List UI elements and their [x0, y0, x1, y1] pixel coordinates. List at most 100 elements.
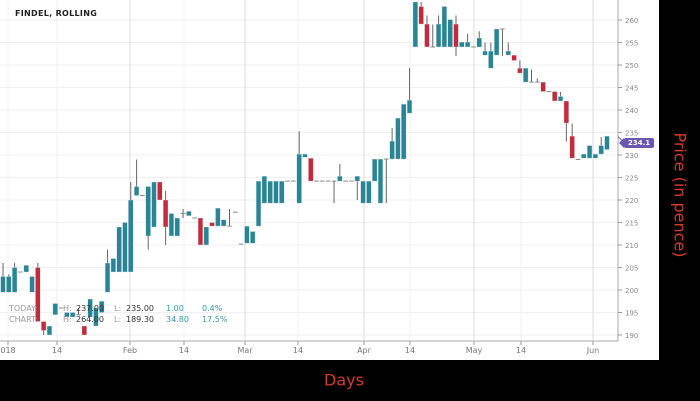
candle-up	[296, 153, 302, 204]
y-tick-label: 250	[625, 62, 638, 70]
chart-change: 34.80	[166, 315, 189, 324]
chart-panel	[0, 0, 659, 360]
y-tick-label: 260	[625, 17, 638, 25]
candle-up	[168, 213, 175, 237]
candle-up	[354, 175, 360, 182]
candle-up	[441, 6, 447, 48]
candle-up	[482, 50, 488, 56]
candle-up	[174, 217, 180, 237]
last-price-badge: 234.1	[618, 138, 655, 148]
candle-up	[29, 276, 35, 293]
candle-up	[128, 199, 134, 273]
candle-down	[157, 181, 163, 201]
candle-up	[505, 50, 511, 56]
today-low: 235.00	[126, 304, 154, 313]
today-pct: 0.4%	[202, 304, 223, 313]
y-tick-label: 240	[625, 107, 638, 115]
candle-up	[244, 225, 250, 244]
candle-up	[46, 325, 53, 336]
candle-up	[133, 186, 140, 196]
candle-down	[453, 23, 459, 48]
x-tick-label: 14	[405, 346, 415, 355]
candle-up	[395, 117, 401, 160]
candle-down	[41, 321, 47, 331]
candle-up	[406, 99, 413, 114]
candle-up	[261, 175, 267, 204]
candle-down	[511, 54, 517, 61]
candle-up	[186, 211, 192, 216]
chart-pct: 17.5%	[202, 315, 228, 324]
y-tick-label: 225	[625, 175, 638, 183]
candle-up	[23, 265, 29, 273]
candle-up	[337, 175, 343, 182]
candle-up	[598, 145, 604, 155]
candle-down	[35, 267, 41, 322]
candle-up	[389, 140, 395, 160]
candle-up	[110, 258, 116, 273]
y-tick-label: 195	[625, 310, 638, 318]
candle-down	[418, 6, 424, 25]
candle-up	[459, 41, 465, 48]
candlestick-chart[interactable]: 190 195 200 205 210 215 220 225 230 235 240 245 250 2…	[0, 0, 659, 360]
candle-up	[604, 135, 610, 150]
candle-down	[163, 199, 169, 228]
chart-high-label: H:	[63, 315, 72, 324]
candle-up	[250, 231, 256, 244]
candle-up	[366, 180, 372, 204]
candle-up	[221, 219, 227, 227]
today-low-label: L:	[114, 304, 122, 313]
candle-up	[360, 180, 366, 204]
x-tick-label: May	[466, 346, 483, 355]
candle-up	[64, 312, 70, 318]
today-change: 1.00	[166, 304, 184, 313]
candle-up	[586, 145, 593, 159]
today-high-label: H:	[63, 304, 72, 313]
y-tick-label: 210	[625, 242, 638, 250]
candle-up	[70, 312, 76, 318]
chart-high: 264.00	[76, 315, 104, 324]
candle-up	[377, 158, 384, 204]
candle-up	[151, 181, 157, 228]
candle-up	[215, 207, 221, 227]
candle-up	[116, 226, 122, 273]
x-tick-label: Jun	[586, 346, 600, 355]
x-tick-label: 018	[0, 346, 15, 355]
y-tick-label: 190	[625, 332, 638, 340]
candle-down	[197, 217, 204, 246]
stats-chart-row: CHART: H: 264.00 L: 189.30 34.80 17.5%	[9, 314, 227, 325]
chart-low-label: L:	[114, 315, 122, 324]
candle-up	[122, 222, 128, 273]
x-tick-label: Apr	[357, 346, 372, 355]
x-tick-label: Mar	[237, 346, 253, 355]
candle-down	[81, 325, 87, 336]
candle-up	[87, 298, 93, 318]
candle-up	[203, 226, 209, 246]
chart-low: 189.30	[126, 315, 154, 324]
candle-down	[569, 135, 575, 159]
candle-up	[302, 153, 308, 158]
today-label: TODAY:	[9, 304, 38, 313]
candle-up	[476, 37, 482, 48]
candle-up	[279, 180, 285, 204]
candle-up	[0, 276, 6, 293]
candle-up	[6, 276, 12, 293]
candle-down	[209, 222, 215, 227]
candle-up	[401, 103, 407, 160]
candle-up	[494, 28, 500, 56]
candle-up	[93, 307, 99, 327]
candle-up	[488, 50, 494, 69]
x-tick-label: 14	[516, 346, 526, 355]
candle-down	[517, 67, 523, 74]
candle-up	[581, 153, 587, 159]
candle-up	[267, 180, 273, 204]
y-tick-label: 235	[625, 130, 638, 138]
candle-down	[424, 23, 430, 48]
candle-up	[523, 67, 529, 83]
candle-up	[12, 267, 18, 293]
candle-up	[435, 23, 442, 48]
candle-down	[540, 81, 546, 92]
candle-up	[412, 1, 418, 48]
chart-label: CHART:	[9, 315, 38, 324]
y-tick-label: 205	[625, 265, 638, 273]
y-tick-label: 245	[625, 85, 638, 93]
